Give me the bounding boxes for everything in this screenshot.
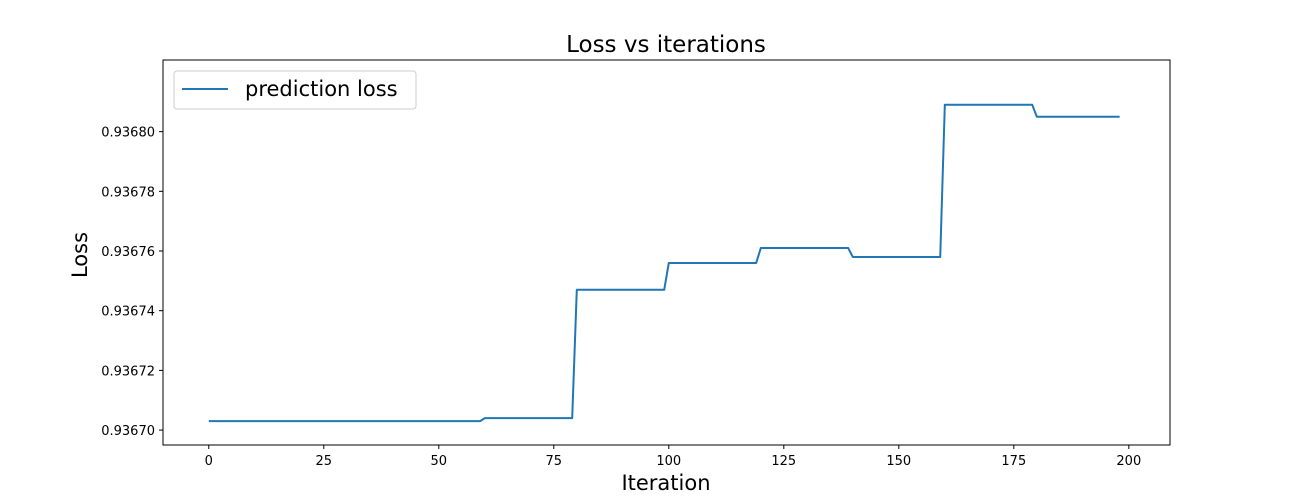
y-axis-ticks: 0.93670 0.93672 0.93674 0.93676 0.93678 0.936… (101, 126, 163, 439)
plot-area (163, 60, 1170, 445)
legend: prediction loss (173, 70, 417, 110)
x-tick-label: 175 (1001, 454, 1026, 469)
series-layer (208, 103, 1120, 423)
x-axis-label: Iteration (621, 471, 710, 495)
x-tick-label: 100 (656, 454, 681, 469)
y-tick-label: 0.93676 (101, 245, 155, 260)
x-tick-label: 50 (431, 454, 448, 469)
x-tick-label: 150 (886, 454, 911, 469)
x-tick-label: 125 (771, 454, 796, 469)
y-tick-label: 0.93674 (101, 305, 155, 320)
plot-frame (162, 59, 1171, 446)
x-tick-label: 25 (316, 454, 333, 469)
y-tick-label: 0.93672 (101, 364, 155, 379)
x-tick-label: 200 (1116, 454, 1141, 469)
x-axis-ticks: 0 25 50 75 100 125 150 175 200 (205, 445, 1141, 469)
legend-box (173, 70, 417, 110)
legend-label-prediction-loss: prediction loss (245, 77, 398, 101)
x-tick-label: 0 (205, 454, 213, 469)
x-tick-label: 75 (546, 454, 563, 469)
chart-title: Loss vs iterations (566, 32, 766, 58)
y-tick-label: 0.93680 (101, 126, 155, 141)
y-axis-label: Loss (68, 232, 92, 278)
y-tick-label: 0.93678 (101, 185, 155, 200)
series-line-prediction-loss (208, 103, 1120, 423)
y-tick-label: 0.93670 (101, 424, 155, 439)
